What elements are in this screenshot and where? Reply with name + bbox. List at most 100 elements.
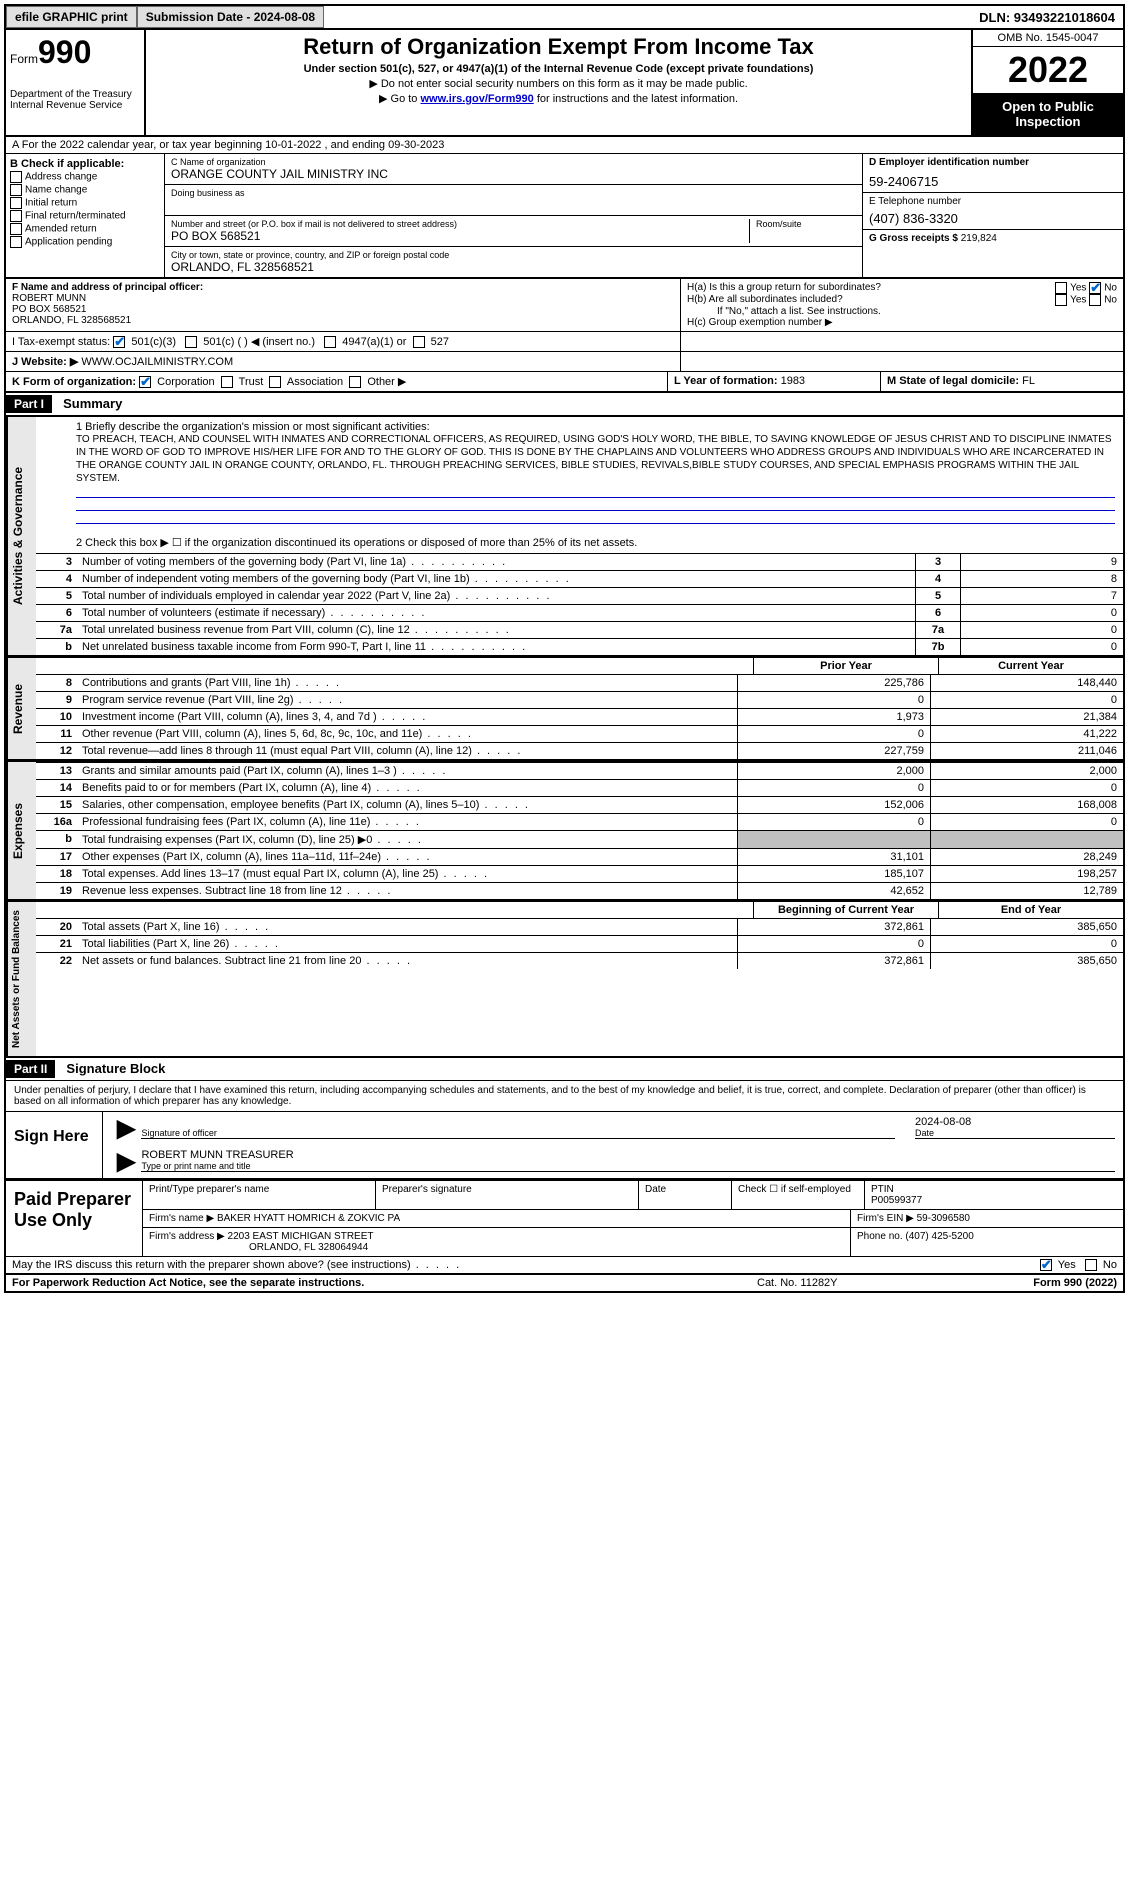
self-employed-label: Check ☐ if self-employed [732, 1181, 865, 1209]
row-k-l-m: K Form of organization: Corporation Trus… [6, 372, 1123, 393]
org-name-label: C Name of organization [171, 157, 856, 167]
chk-corporation[interactable] [139, 376, 151, 388]
signature-date: 2024-08-08Date [915, 1114, 1115, 1139]
side-expenses: Expenses [6, 762, 36, 899]
header-center: Return of Organization Exempt From Incom… [146, 30, 971, 135]
hc-label: H(c) Group exemption number ▶ [687, 317, 1117, 328]
paid-preparer-label: Paid Preparer Use Only [6, 1181, 142, 1256]
col-end-year: End of Year [938, 902, 1123, 918]
table-row: 7aTotal unrelated business revenue from … [36, 621, 1123, 638]
chk-4947[interactable] [324, 336, 336, 348]
chk-trust[interactable] [221, 376, 233, 388]
form-footer: Form 990 (2022) [957, 1277, 1117, 1289]
chk-501c[interactable] [185, 336, 197, 348]
table-row: 4Number of independent voting members of… [36, 570, 1123, 587]
hb-label: H(b) Are all subordinates included? [687, 294, 843, 306]
irs-link[interactable]: www.irs.gov/Form990 [420, 93, 533, 105]
mission-text: TO PREACH, TEACH, AND COUNSEL WITH INMAT… [76, 433, 1115, 485]
row-j-website: J Website: ▶ WWW.OCJAILMINISTRY.COM [6, 352, 1123, 372]
tax-year: 2022 [973, 47, 1123, 93]
chk-association[interactable] [269, 376, 281, 388]
sign-here-label: Sign Here [6, 1112, 103, 1178]
note2-post: for instructions and the latest informat… [534, 93, 738, 105]
column-c-org-info: C Name of organization ORANGE COUNTY JAI… [165, 154, 862, 277]
column-b-checkboxes: B Check if applicable: Address change Na… [6, 154, 165, 277]
blank-line1 [76, 485, 1115, 498]
tel-label: E Telephone number [869, 196, 1117, 207]
top-bar: efile GRAPHIC print Submission Date - 20… [6, 6, 1123, 30]
preparer-date-label: Date [639, 1181, 732, 1209]
printed-name-field: ROBERT MUNN TREASURER Type or print name… [141, 1147, 1115, 1172]
header-right: OMB No. 1545-0047 2022 Open to Public In… [971, 30, 1123, 135]
chk-other[interactable] [349, 376, 361, 388]
discuss-answer: Yes No [1040, 1259, 1117, 1271]
org-city: ORLANDO, FL 328568521 [171, 260, 856, 274]
part2-header: Part II Signature Block [6, 1058, 1123, 1081]
ein-value: 59-2406715 [869, 174, 1117, 189]
table-row: 18Total expenses. Add lines 13–17 (must … [36, 865, 1123, 882]
form-note2: ▶ Go to www.irs.gov/Form990 for instruct… [154, 92, 963, 105]
net-assets-section: Net Assets or Fund Balances Beginning of… [6, 900, 1123, 1058]
table-row: 16aProfessional fundraising fees (Part I… [36, 813, 1123, 830]
website-label: J Website: ▶ [12, 356, 78, 368]
org-address: PO BOX 568521 [171, 229, 749, 243]
part1-badge: Part I [6, 395, 52, 413]
year-formation-value: 1983 [781, 375, 805, 387]
side-activities-governance: Activities & Governance [6, 417, 36, 655]
expenses-section: Expenses 13Grants and similar amounts pa… [6, 760, 1123, 900]
form-title: Return of Organization Exempt From Incom… [154, 34, 963, 60]
chk-name-change[interactable]: Name change [10, 184, 160, 196]
row-f-h: F Name and address of principal officer:… [6, 279, 1123, 332]
chk-501c3[interactable] [113, 336, 125, 348]
table-row: 10Investment income (Part VIII, column (… [36, 708, 1123, 725]
chk-final-return[interactable]: Final return/terminated [10, 210, 160, 222]
preparer-name-label: Print/Type preparer's name [143, 1181, 376, 1209]
table-row: 22Net assets or fund balances. Subtract … [36, 952, 1123, 969]
omb-number: OMB No. 1545-0047 [973, 30, 1123, 47]
officer-label: F Name and address of principal officer: [12, 282, 674, 293]
table-row: 20Total assets (Part X, line 16)372,8613… [36, 918, 1123, 935]
pra-notice: For Paperwork Reduction Act Notice, see … [12, 1277, 757, 1289]
table-row: 6Total number of volunteers (estimate if… [36, 604, 1123, 621]
table-row: 9Program service revenue (Part VIII, lin… [36, 691, 1123, 708]
chk-527[interactable] [413, 336, 425, 348]
table-row: 15Salaries, other compensation, employee… [36, 796, 1123, 813]
signature-field[interactable]: Signature of officer [141, 1114, 895, 1139]
group-return-section: H(a) Is this a group return for subordin… [681, 279, 1123, 331]
state-domicile-value: FL [1022, 375, 1035, 387]
form-header: Form990 Department of the Treasury Inter… [6, 30, 1123, 137]
q1-label: 1 Briefly describe the organization's mi… [76, 421, 1115, 433]
part2-title: Signature Block [58, 1061, 165, 1076]
footer-row: For Paperwork Reduction Act Notice, see … [6, 1273, 1123, 1291]
section-a-tax-year: A For the 2022 calendar year, or tax yea… [6, 137, 1123, 154]
firm-phone-cell: Phone no. (407) 425-5200 [851, 1228, 1123, 1256]
form-subtitle: Under section 501(c), 527, or 4947(a)(1)… [154, 63, 963, 75]
paid-preparer-block: Paid Preparer Use Only Print/Type prepar… [6, 1179, 1123, 1256]
chk-initial-return[interactable]: Initial return [10, 197, 160, 209]
state-domicile-label: M State of legal domicile: [887, 375, 1019, 387]
submission-date-button[interactable]: Submission Date - 2024-08-08 [137, 6, 324, 28]
part1-title: Summary [55, 396, 122, 411]
chk-address-change[interactable]: Address change [10, 171, 160, 183]
tax-exempt-label: I Tax-exempt status: [12, 336, 110, 348]
chk-application-pending[interactable]: Application pending [10, 236, 160, 248]
form-label: Form [10, 52, 38, 66]
part2-badge: Part II [6, 1060, 55, 1078]
chk-amended-return[interactable]: Amended return [10, 223, 160, 235]
gross-value: 219,824 [961, 233, 997, 244]
discuss-label: May the IRS discuss this return with the… [12, 1259, 411, 1271]
dln-label: DLN: 93493221018604 [973, 8, 1123, 27]
table-row: 21Total liabilities (Part X, line 26)00 [36, 935, 1123, 952]
col-current-year: Current Year [938, 658, 1123, 674]
table-row: 5Total number of individuals employed in… [36, 587, 1123, 604]
ptin-cell: PTINP00599377 [865, 1181, 1123, 1209]
open-public-badge: Open to Public Inspection [973, 93, 1123, 135]
ein-label: D Employer identification number [869, 157, 1117, 168]
blank-line3 [76, 511, 1115, 524]
arrow-icon: ▶ [111, 1114, 141, 1143]
table-row: 14Benefits paid to or for members (Part … [36, 779, 1123, 796]
part1-header: Part I Summary [6, 393, 1123, 417]
efile-print-button[interactable]: efile GRAPHIC print [6, 6, 137, 28]
table-row: 11Other revenue (Part VIII, column (A), … [36, 725, 1123, 742]
perjury-declaration: Under penalties of perjury, I declare th… [6, 1081, 1123, 1112]
